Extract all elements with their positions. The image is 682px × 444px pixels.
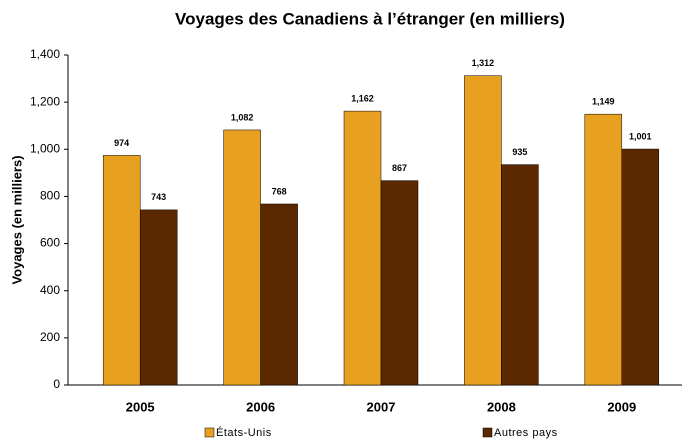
y-tick-label: 800 — [40, 189, 60, 203]
legend-swatch — [204, 427, 215, 438]
value-label: 935 — [512, 147, 527, 157]
bar — [102, 155, 141, 386]
y-tick-label: 1,200 — [30, 94, 60, 108]
bar — [260, 203, 298, 386]
value-label: 974 — [114, 138, 129, 148]
chart-title: Voyages des Canadiens à l’étranger (en m… — [175, 9, 565, 28]
y-tick-label: 200 — [40, 330, 60, 344]
bar — [584, 113, 623, 386]
value-label: 743 — [151, 192, 166, 202]
y-tick-label: 1,400 — [30, 47, 60, 61]
value-label: 1,082 — [231, 112, 254, 122]
bar — [621, 148, 660, 386]
y-tick-label: 400 — [40, 283, 60, 297]
y-axis-label: Voyages (en milliers) — [9, 155, 24, 284]
bar — [464, 75, 502, 386]
value-label: 1,162 — [351, 93, 374, 103]
bar — [380, 180, 419, 386]
legend-label: Autres pays — [494, 427, 558, 439]
legend-swatch — [482, 427, 493, 438]
legend-label: États-Unis — [216, 426, 272, 439]
x-tick-label: 2006 — [246, 399, 275, 414]
y-tick-label: 0 — [53, 377, 60, 391]
bar — [139, 209, 178, 386]
x-tick-label: 2009 — [607, 399, 636, 414]
value-label: 1,001 — [629, 131, 652, 141]
y-tick-label: 600 — [40, 236, 60, 250]
bar — [343, 110, 382, 386]
x-tick-label: 2005 — [126, 399, 155, 414]
value-label: 768 — [272, 186, 287, 196]
bar — [501, 164, 539, 386]
x-tick-label: 2008 — [487, 399, 516, 414]
bar — [223, 129, 261, 386]
x-tick-label: 2007 — [367, 399, 396, 414]
value-label: 867 — [392, 163, 407, 173]
y-tick-label: 1,000 — [30, 141, 60, 155]
value-label: 1,312 — [472, 58, 495, 68]
value-label: 1,149 — [592, 97, 615, 107]
